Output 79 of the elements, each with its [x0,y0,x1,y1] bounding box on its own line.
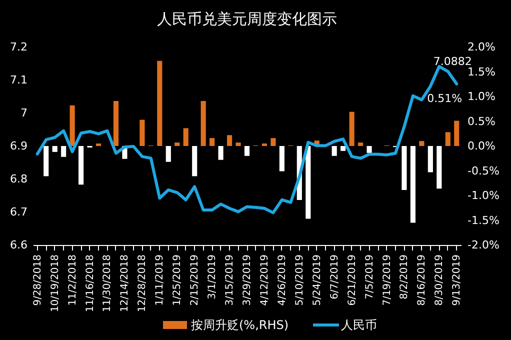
x-tick-label: 4/26/2019 [276,254,288,306]
x-tick-label: 11/30/2018 [102,254,114,312]
x-tick-label: 8/30/2019 [434,254,446,306]
bar [428,146,433,172]
bar [358,142,364,146]
x-tick-label: 1/11/2019 [154,254,166,306]
y-tick-label: 6.9 [10,140,28,152]
bar [244,146,250,156]
bar [70,105,75,146]
x-tick-label: 6/7/2019 [329,254,340,300]
y2-tick-label: -1.0% [468,189,500,202]
bar [236,142,241,146]
x-tick-label: 3/15/2019 [224,254,236,306]
x-tick-label: 1/25/2019 [172,254,184,306]
bar [349,112,354,146]
x-tick-label: 9/28/2018 [32,254,44,306]
y2-tick-label: 1.5% [468,65,496,78]
y2-tick-label: 0.0% [468,140,496,152]
bar [166,146,171,162]
bar [52,146,58,152]
y-tick-label: 7.2 [10,40,28,54]
bar [279,146,284,172]
bar [174,142,180,146]
x-tick-label: 12/14/2018 [120,254,131,312]
y-tick-label: 7 [20,106,28,120]
x-tick-label: 7/5/2019 [364,254,376,300]
y-tick-label: 7.1 [10,74,28,86]
x-tick-label: 3/29/2019 [242,254,253,306]
data-label: 7.0882 [433,54,472,68]
bar [218,146,224,160]
bar [340,146,346,151]
x-tick-label: 2/15/2019 [190,254,201,306]
x-tick-label: 9/13/2019 [452,254,463,306]
bar [270,138,276,146]
bar [140,120,145,146]
bar [157,60,162,146]
bar [78,146,84,185]
x-tick-label: 12/28/2018 [137,254,148,312]
legend-label: 按周升贬(%,RHS) [191,318,289,332]
y2-tick-label: 2.0% [468,40,496,54]
x-tick-label: 3/1/2019 [207,254,218,300]
x-tick-label: 6/21/2019 [346,254,358,306]
bar [419,141,424,146]
bar [113,100,119,146]
bar [44,146,49,176]
x-tick-label: 8/2/2019 [399,254,410,300]
y-tick-label: 6.6 [10,238,28,252]
bar [61,146,66,157]
bar [200,100,206,146]
y2-tick-label: 0.5% [468,114,496,128]
x-tick-label: 5/10/2019 [294,254,306,306]
bar [227,135,232,146]
x-tick-label: 10/19/2018 [50,254,61,312]
y2-tick-label: -2.0% [468,238,500,252]
bar [402,146,407,190]
legend-label: 人民币 [341,318,377,332]
bar [183,128,188,146]
bar [306,146,311,219]
x-tick-label: 11/16/2018 [84,254,96,312]
x-tick-label: 5/24/2019 [312,254,323,306]
x-tick-label: 11/2/2018 [67,254,78,306]
y-tick-label: 6.8 [10,172,28,186]
bar [332,146,337,156]
y2-tick-label: -1.5% [468,214,500,227]
bar [445,132,450,146]
bar [436,146,442,189]
bar [210,138,215,146]
y-tick-label: 6.7 [10,206,28,218]
y2-tick-label: -0.5% [468,164,500,178]
data-label: 0.51% [427,92,462,105]
bar [410,146,416,223]
bar [454,120,460,146]
x-tick-label: 8/16/2019 [416,254,428,306]
y2-tick-label: 1.0% [468,90,496,103]
chart-title: 人民币兑美元周度变化图示 [157,10,337,28]
bar [366,146,372,153]
bar [192,146,198,176]
x-tick-label: 4/12/2019 [259,254,270,306]
x-tick-label: 7/19/2019 [382,254,393,306]
